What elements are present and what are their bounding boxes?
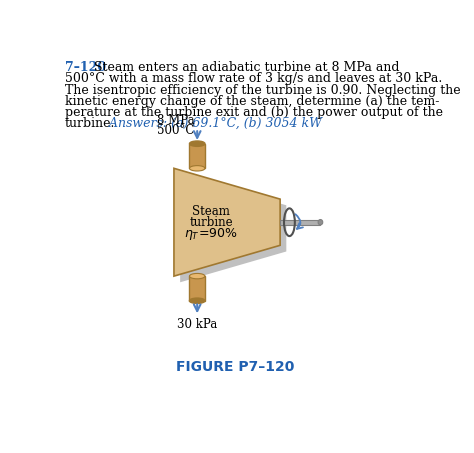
Text: turbine: turbine [189,216,233,229]
Text: Steam enters an adiabatic turbine at 8 MPa and: Steam enters an adiabatic turbine at 8 M… [90,61,400,74]
Ellipse shape [190,298,205,304]
Ellipse shape [190,166,205,171]
Polygon shape [174,169,280,276]
Text: 500°C: 500°C [157,124,195,137]
Polygon shape [180,174,286,282]
Bar [190,144,205,169]
Text: kinetic energy change of the steam, determine (a) the tem-: kinetic energy change of the steam, dete… [64,95,439,108]
Text: Steam: Steam [192,205,230,218]
Text: FIGURE P7–120: FIGURE P7–120 [175,360,294,374]
Text: 8 MPa: 8 MPa [157,114,195,127]
Text: 7–120: 7–120 [64,61,106,74]
Text: $\eta_T\!=\!90\%$: $\eta_T\!=\!90\%$ [184,226,238,242]
Ellipse shape [318,220,323,225]
Bar [190,276,205,301]
Text: 30 kPa: 30 kPa [177,318,217,331]
Bar [280,220,320,225]
Text: perature at the turbine exit and (b) the power output of the: perature at the turbine exit and (b) the… [64,106,443,119]
Text: turbine.: turbine. [64,117,115,130]
Text: 500°C with a mass flow rate of 3 kg/s and leaves at 30 kPa.: 500°C with a mass flow rate of 3 kg/s an… [64,72,442,86]
Text: The isentropic efficiency of the turbine is 0.90. Neglecting the: The isentropic efficiency of the turbine… [64,84,460,96]
Ellipse shape [190,274,205,279]
Ellipse shape [190,141,205,146]
Text: Answers: (a) 69.1°C, (b) 3054 kW: Answers: (a) 69.1°C, (b) 3054 kW [101,117,322,130]
